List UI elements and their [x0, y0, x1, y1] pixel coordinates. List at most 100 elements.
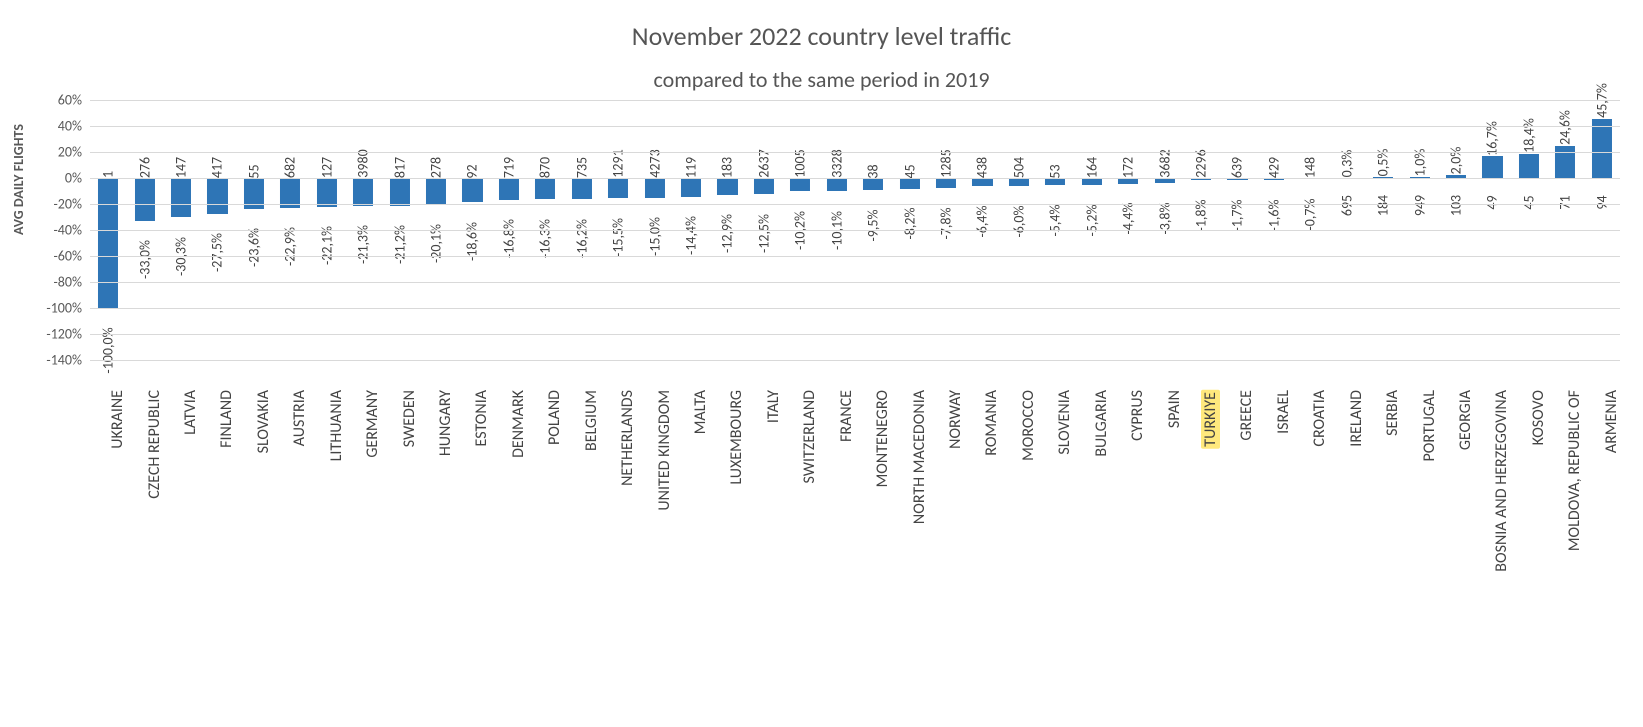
- bar: [863, 178, 883, 190]
- flights-label: 682: [282, 157, 299, 178]
- bar: [390, 178, 410, 206]
- country-label: NETHERLANDS: [618, 390, 637, 486]
- y-tick-label: 20%: [30, 144, 82, 161]
- flights-label: 278: [428, 157, 445, 178]
- gridline: [90, 126, 1620, 127]
- bar: [790, 178, 810, 191]
- y-tick-label: -140%: [30, 352, 82, 369]
- pct-label: -6,4%: [974, 206, 991, 238]
- country-label: POLAND: [545, 390, 564, 445]
- country-label: CROATIA: [1310, 390, 1329, 447]
- pct-label: -22,1%: [318, 226, 335, 265]
- gridline: [90, 334, 1620, 335]
- bar: [1482, 156, 1502, 178]
- bar: [171, 178, 191, 217]
- flights-label: 164: [1083, 157, 1100, 178]
- country-label: FINLAND: [217, 390, 236, 448]
- bar: [972, 178, 992, 186]
- y-tick-label: 0%: [30, 170, 82, 187]
- flights-label: 119: [683, 157, 700, 178]
- flights-label: 438: [974, 157, 991, 178]
- flights-label: 183: [719, 157, 736, 178]
- gridline: [90, 204, 1620, 205]
- bar: [135, 178, 155, 221]
- pct-label: 0,3%: [1338, 149, 1355, 177]
- bar: [1592, 119, 1612, 178]
- pct-label: -0,7%: [1302, 198, 1319, 230]
- pct-label: -15,0%: [646, 217, 663, 256]
- country-label: UKRAINE: [108, 390, 127, 449]
- country-label: GREECE: [1237, 390, 1256, 441]
- flights-label: 3328: [828, 149, 845, 177]
- flights-label: 3682: [1156, 149, 1173, 177]
- country-label: SLOVENIA: [1055, 390, 1074, 455]
- country-label: ESTONIA: [472, 390, 491, 446]
- bar: [207, 178, 227, 214]
- bar: [717, 178, 737, 195]
- pct-label: -16,3%: [537, 219, 554, 258]
- bar: [681, 178, 701, 197]
- flights-label: 94: [1593, 195, 1610, 209]
- bar: [645, 178, 665, 198]
- bar: [462, 178, 482, 202]
- gridline: [90, 230, 1620, 231]
- y-tick-label: -20%: [30, 196, 82, 213]
- country-label: HUNGARY: [436, 390, 455, 456]
- pct-label: -9,5%: [865, 210, 882, 242]
- pct-label: -18,6%: [464, 222, 481, 261]
- plot-area: UKRAINE-100,0%1CZECH REPUBLIC-33,0%276LA…: [90, 100, 1620, 360]
- flights-label: 1005: [792, 149, 809, 177]
- bar: [426, 178, 446, 204]
- flights-label: 147: [173, 157, 190, 178]
- bar: [754, 178, 774, 194]
- gridline: [90, 178, 1620, 179]
- chart-container: November 2022 country level traffic comp…: [0, 0, 1643, 727]
- flights-label: 639: [1229, 157, 1246, 178]
- flights-label: 53: [1047, 164, 1064, 178]
- pct-label: -5,2%: [1083, 204, 1100, 236]
- country-label: SWITZERLAND: [800, 390, 819, 483]
- pct-label: -33,0%: [136, 240, 153, 279]
- y-tick-label: -100%: [30, 300, 82, 317]
- gridline: [90, 308, 1620, 309]
- country-label: GERMANY: [363, 390, 382, 458]
- country-label: BELGIUM: [582, 390, 601, 451]
- flights-label: 127: [318, 157, 335, 178]
- country-label: LITHUANIA: [327, 390, 346, 461]
- y-tick-label: -120%: [30, 326, 82, 343]
- country-label: MOROCCO: [1019, 390, 1038, 461]
- country-label: LUXEMBOURG: [727, 390, 746, 485]
- flights-label: 45: [1520, 195, 1537, 209]
- flights-label: 38: [865, 164, 882, 178]
- country-label: NORWAY: [946, 390, 965, 449]
- country-label: MALTA: [691, 390, 710, 434]
- flights-label: 276: [136, 157, 153, 178]
- country-label: BULGARIA: [1092, 390, 1111, 457]
- country-label: BOSNIA AND HERZEGOVINA: [1492, 390, 1511, 572]
- country-label: LATVIA: [181, 390, 200, 435]
- bar: [608, 178, 628, 198]
- flights-label: 172: [1120, 157, 1137, 178]
- country-label: GEORGIA: [1456, 390, 1475, 450]
- bar: [535, 178, 555, 199]
- pct-label: -16,8%: [500, 219, 517, 258]
- y-tick-label: -60%: [30, 248, 82, 265]
- bar: [936, 178, 956, 188]
- country-label: KOSOVO: [1529, 390, 1548, 445]
- flights-label: 949: [1411, 195, 1428, 216]
- country-label: SERBIA: [1383, 390, 1402, 436]
- pct-label: -5,4%: [1047, 204, 1064, 236]
- flights-label: 4273: [646, 149, 663, 177]
- flights-label: 719: [500, 157, 517, 178]
- pct-label: -6,0%: [1010, 205, 1027, 237]
- country-label: CYPRUS: [1128, 390, 1147, 441]
- bar: [317, 178, 337, 207]
- y-tick-label: 60%: [30, 92, 82, 109]
- flights-label: 504: [1010, 157, 1027, 178]
- pct-label: -15,5%: [610, 218, 627, 257]
- gridline: [90, 256, 1620, 257]
- bar: [1519, 154, 1539, 178]
- bar: [900, 178, 920, 189]
- bar: [1045, 178, 1065, 185]
- country-label: MOLDOVA, REPUBLIC OF: [1565, 390, 1584, 551]
